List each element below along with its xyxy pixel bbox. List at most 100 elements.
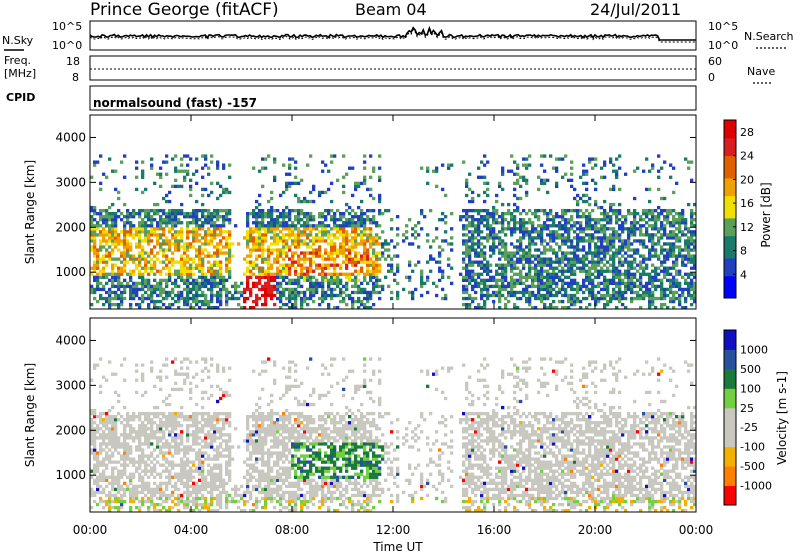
power-cell xyxy=(648,218,652,222)
power-cell xyxy=(585,263,589,267)
power-cell xyxy=(510,287,514,292)
power-cell xyxy=(363,212,367,216)
power-cell xyxy=(324,290,328,295)
velocity-cell xyxy=(159,463,163,467)
power-cell xyxy=(468,236,472,240)
power-cell xyxy=(264,230,268,234)
power-cell xyxy=(411,296,415,301)
power-cell xyxy=(501,221,505,225)
power-cell xyxy=(537,272,541,276)
power-cell xyxy=(270,224,274,228)
power-cell xyxy=(111,224,115,228)
power-cell xyxy=(411,227,415,231)
power-cell xyxy=(123,248,127,252)
velocity-cell xyxy=(183,463,187,467)
power-cell xyxy=(147,284,151,289)
power-cell xyxy=(198,224,202,228)
power-cell xyxy=(660,269,664,273)
power-cell xyxy=(153,227,157,231)
power-cell xyxy=(561,305,565,310)
power-cell xyxy=(594,260,598,264)
power-ylabel: Slant Range [km] xyxy=(23,160,37,264)
power-cell xyxy=(468,224,472,228)
velocity-cell xyxy=(180,436,184,440)
power-cell xyxy=(468,305,472,310)
power-cell xyxy=(681,263,685,267)
power-cell xyxy=(603,215,607,219)
power-cell xyxy=(273,227,277,231)
velocity-cell xyxy=(108,442,112,446)
power-cell xyxy=(570,172,574,176)
power-cell xyxy=(492,236,496,240)
power-cell xyxy=(219,184,223,189)
power-cell xyxy=(168,221,172,225)
power-cell xyxy=(300,290,304,295)
power-cell xyxy=(366,227,370,231)
velocity-cell xyxy=(147,415,151,419)
power-cell xyxy=(366,236,370,240)
power-cell xyxy=(195,248,199,252)
power-cell xyxy=(255,293,259,298)
power-cell xyxy=(489,293,493,298)
power-cell xyxy=(129,212,133,216)
velocity-cell xyxy=(120,469,124,473)
power-cell xyxy=(525,157,529,161)
velocity-cell xyxy=(138,475,142,479)
power-cell xyxy=(483,218,487,222)
power-cell xyxy=(501,166,505,170)
power-cell xyxy=(588,242,592,246)
power-cell xyxy=(189,269,193,273)
power-cell xyxy=(669,212,673,216)
velocity-cell xyxy=(135,445,139,449)
power-cell xyxy=(186,275,190,279)
power-cell xyxy=(615,169,619,173)
power-cell xyxy=(174,245,178,249)
power-cell xyxy=(504,254,508,258)
power-cell xyxy=(99,187,103,192)
velocity-cell xyxy=(90,411,94,416)
velocity-cell xyxy=(153,430,157,434)
power-cell xyxy=(123,284,127,289)
power-cell xyxy=(645,257,649,261)
power-cell xyxy=(660,296,664,301)
power-cell xyxy=(264,215,268,219)
power-cell xyxy=(192,296,196,301)
power-cell xyxy=(477,227,481,231)
velocity-cell xyxy=(117,478,121,482)
power-cell xyxy=(654,208,658,213)
power-cell xyxy=(414,263,418,267)
power-cell xyxy=(435,293,439,298)
power-cell xyxy=(537,215,541,219)
velocity-cell xyxy=(141,499,145,504)
power-cell xyxy=(120,302,124,307)
power-cell xyxy=(156,233,160,237)
power-cell xyxy=(567,251,571,255)
power-cell xyxy=(420,212,424,216)
power-cell xyxy=(171,221,175,225)
power-cell xyxy=(315,248,319,252)
power-cell xyxy=(144,224,148,228)
power-cell xyxy=(150,221,154,225)
power-cell xyxy=(582,245,586,249)
power-cell xyxy=(213,293,217,298)
velocity-cell xyxy=(153,448,157,452)
power-cell xyxy=(297,278,301,283)
velocity-cell xyxy=(96,475,100,479)
power-cell xyxy=(183,212,187,216)
power-cell xyxy=(258,266,262,270)
power-cell xyxy=(618,260,622,264)
freq-tick-bottom: 8 xyxy=(72,71,79,84)
power-cell xyxy=(156,257,160,261)
power-cell xyxy=(528,257,532,261)
velocity-cell xyxy=(138,490,142,495)
power-cell xyxy=(573,302,577,307)
power-cell xyxy=(279,221,283,225)
power-cell xyxy=(318,263,322,267)
power-cell xyxy=(465,239,469,243)
power-cell xyxy=(549,281,553,286)
power-cell xyxy=(228,248,232,252)
nsearch-label: N.Search xyxy=(744,30,794,43)
power-cell xyxy=(603,278,607,283)
power-cell xyxy=(255,205,259,210)
power-cell xyxy=(324,266,328,270)
